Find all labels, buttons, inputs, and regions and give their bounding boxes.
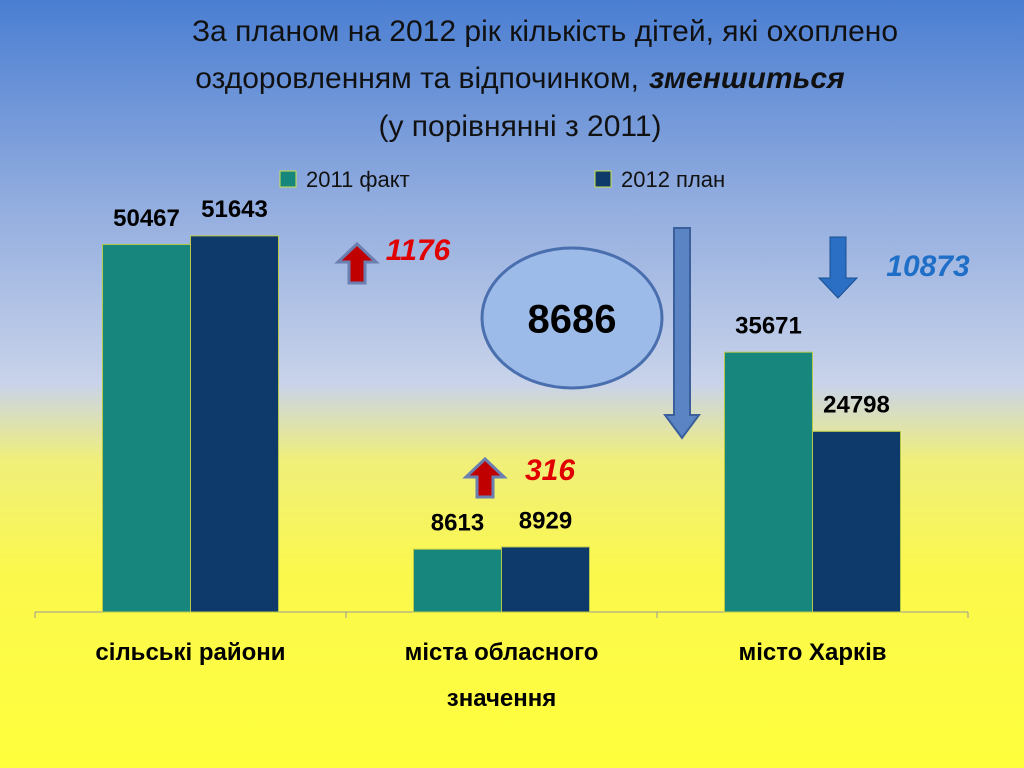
annotation: 10873 bbox=[886, 250, 970, 283]
down-arrow bbox=[817, 236, 859, 299]
legend-swatch bbox=[594, 170, 612, 188]
legend-label: 2012 план bbox=[621, 167, 725, 192]
legend-swatch bbox=[279, 170, 297, 188]
data-label: 35671 bbox=[735, 313, 802, 340]
legend-label: 2011 факт bbox=[306, 167, 410, 192]
title-emphasis: зменшиться bbox=[649, 62, 845, 95]
data-label: 8613 bbox=[431, 510, 484, 537]
bar bbox=[501, 546, 590, 613]
data-label: 51643 bbox=[201, 196, 268, 223]
title-line: оздоровленням та відпочинком, зменшиться bbox=[195, 62, 845, 95]
x-tick-label: сільські райони bbox=[95, 639, 286, 666]
annotation: 8686 bbox=[528, 298, 617, 342]
down-arrow bbox=[663, 227, 701, 440]
data-label: 8929 bbox=[519, 507, 572, 534]
bar bbox=[812, 430, 901, 613]
bar bbox=[413, 548, 502, 613]
bar bbox=[190, 235, 279, 613]
bar bbox=[102, 243, 191, 613]
x-tick-label: місто Харків bbox=[738, 639, 887, 666]
title-line: За планом на 2012 рік кількість дітей, я… bbox=[192, 15, 898, 48]
annotation: 1176 bbox=[386, 234, 451, 267]
up-arrow bbox=[334, 241, 380, 285]
data-label: 24798 bbox=[823, 392, 890, 419]
x-tick-label: міста обласного значення bbox=[404, 639, 599, 712]
title-part: оздоровленням та відпочинком, bbox=[195, 62, 639, 95]
data-label: 50467 bbox=[113, 205, 180, 232]
title-line: (у порівнянні з 2011) bbox=[378, 110, 661, 143]
ellipse bbox=[480, 246, 664, 390]
up-arrow bbox=[462, 456, 508, 499]
bar bbox=[724, 351, 813, 613]
annotation: 316 bbox=[525, 454, 575, 487]
